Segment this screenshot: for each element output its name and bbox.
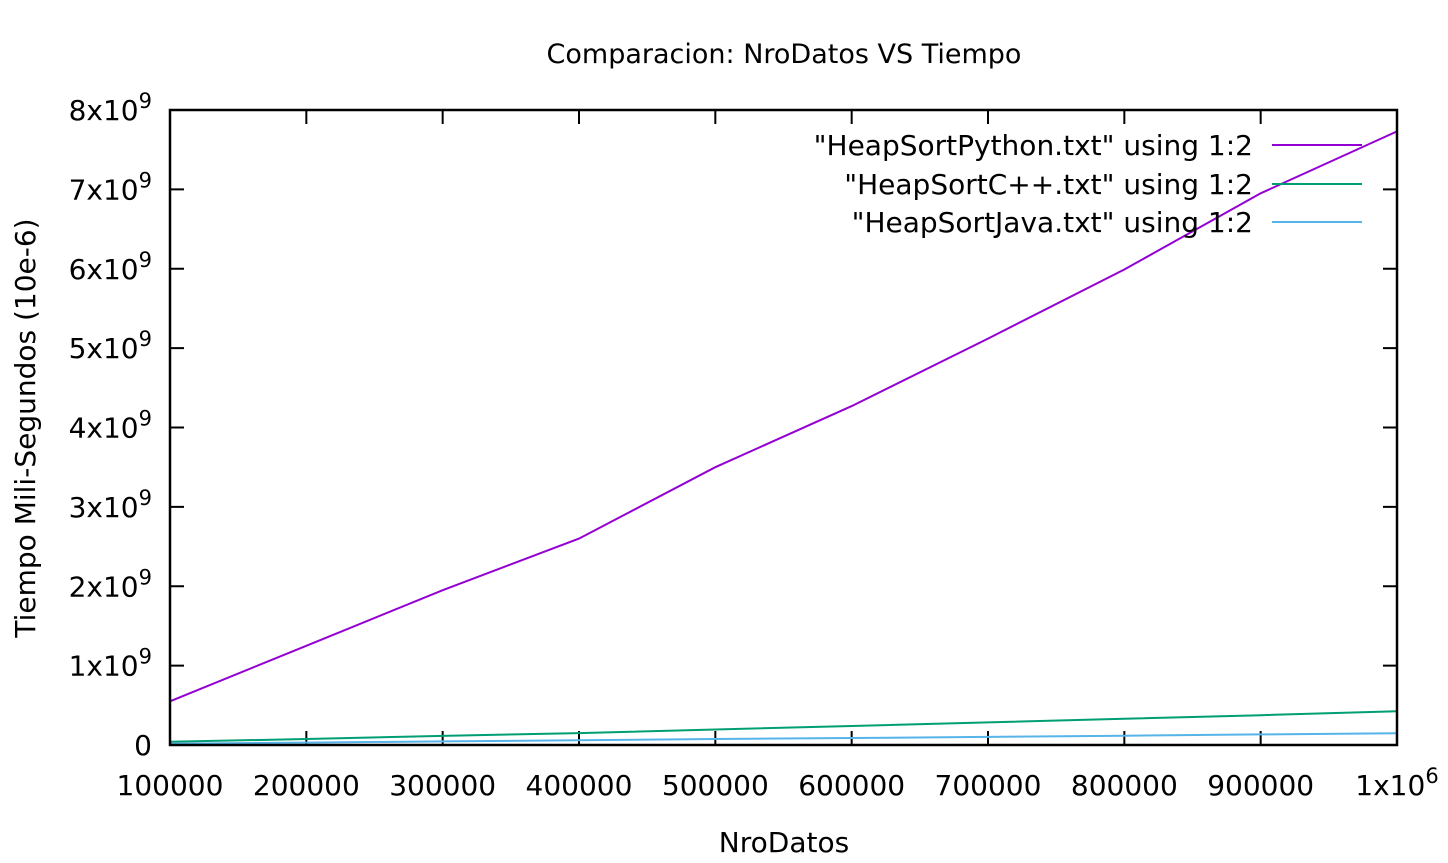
series-line-3 <box>169 732 1398 745</box>
x-tick-label-base: 300000 <box>389 769 496 802</box>
y-tick-label-exponent: 9 <box>139 407 152 431</box>
legend-label: "HeapSortPython.txt" using 1:2 <box>814 129 1253 162</box>
y-tick-label-base: 7x10 <box>69 173 139 206</box>
plot-area <box>168 108 1399 747</box>
x-tick-label-base: 700000 <box>935 769 1042 802</box>
x-tick-label-base: 500000 <box>662 769 769 802</box>
x-tick-label-base: 900000 <box>1207 769 1314 802</box>
y-tick-label-exponent: 9 <box>139 486 152 510</box>
y-tick-label-base: 5x10 <box>69 332 139 365</box>
y-tick-label-base: 6x10 <box>69 253 139 286</box>
y-tick-label-base: 0 <box>134 729 152 762</box>
x-tick-label: 100000 <box>117 769 224 802</box>
legend-label: "HeapSortJava.txt" using 1:2 <box>852 206 1253 239</box>
x-tick-label: 600000 <box>798 769 905 802</box>
y-tick-label: 6x109 <box>69 248 152 286</box>
y-tick-label: 4x109 <box>69 407 152 445</box>
x-tick-label: 500000 <box>662 769 769 802</box>
x-tick-label: 400000 <box>526 769 633 802</box>
x-tick-label: 300000 <box>389 769 496 802</box>
y-tick-label: 3x109 <box>69 486 152 524</box>
plot-frame <box>168 108 1399 747</box>
y-tick-label: 1x109 <box>69 645 152 683</box>
series-lines <box>169 130 1398 745</box>
x-tick-label: 900000 <box>1207 769 1314 802</box>
y-tick-label-base: 8x10 <box>69 94 139 127</box>
x-tick-label-base: 600000 <box>798 769 905 802</box>
x-tick-label-base: 200000 <box>253 769 360 802</box>
x-axis-label: NroDatos <box>719 826 849 859</box>
series-line-1 <box>169 130 1398 703</box>
x-tick-label-base: 100000 <box>117 769 224 802</box>
x-tick-label-base: 1x10 <box>1355 769 1425 802</box>
y-tick-label-exponent: 9 <box>139 168 152 192</box>
y-tick-label: 7x109 <box>69 168 152 206</box>
x-tick-label-exponent: 6 <box>1425 764 1438 788</box>
y-tick-label-base: 1x10 <box>69 650 139 683</box>
y-tick-label-exponent: 9 <box>139 248 152 272</box>
y-tick-label: 5x109 <box>69 327 152 365</box>
chart-title: Comparacion: NroDatos VS Tiempo <box>547 39 1022 70</box>
legend-label: "HeapSortC++.txt" using 1:2 <box>844 168 1253 201</box>
x-tick-label-base: 800000 <box>1071 769 1178 802</box>
y-tick-label-exponent: 9 <box>139 565 152 589</box>
y-tick-label-base: 3x10 <box>69 491 139 524</box>
y-tick-label: 2x109 <box>69 565 152 603</box>
series-line-2 <box>169 710 1398 743</box>
y-tick-label-exponent: 9 <box>139 327 152 351</box>
y-tick-labels: 01x1092x1093x1094x1095x1096x1097x1098x10… <box>69 89 152 762</box>
y-tick-label-exponent: 9 <box>139 89 152 113</box>
y-tick-label-base: 4x10 <box>69 412 139 445</box>
x-tick-label-base: 400000 <box>526 769 633 802</box>
y-tick-label: 0 <box>134 729 152 762</box>
y-axis-label: Tiempo Mili-Segundos (10e-6) <box>9 218 42 638</box>
x-tick-labels: 100000 200000 300000 400000 500000 600000 7000… <box>117 764 1439 802</box>
x-tick-label: 700000 <box>935 769 1042 802</box>
legend: "HeapSortPython.txt" using 1:2 "HeapSortC… <box>814 129 1362 239</box>
y-tick-label-exponent: 9 <box>139 645 152 669</box>
x-tick-label: 200000 <box>253 769 360 802</box>
x-tick-label: 1x106 <box>1355 764 1438 802</box>
y-tick-label: 8x109 <box>69 89 152 127</box>
y-tick-label-base: 2x10 <box>69 570 139 603</box>
x-tick-label: 800000 <box>1071 769 1178 802</box>
